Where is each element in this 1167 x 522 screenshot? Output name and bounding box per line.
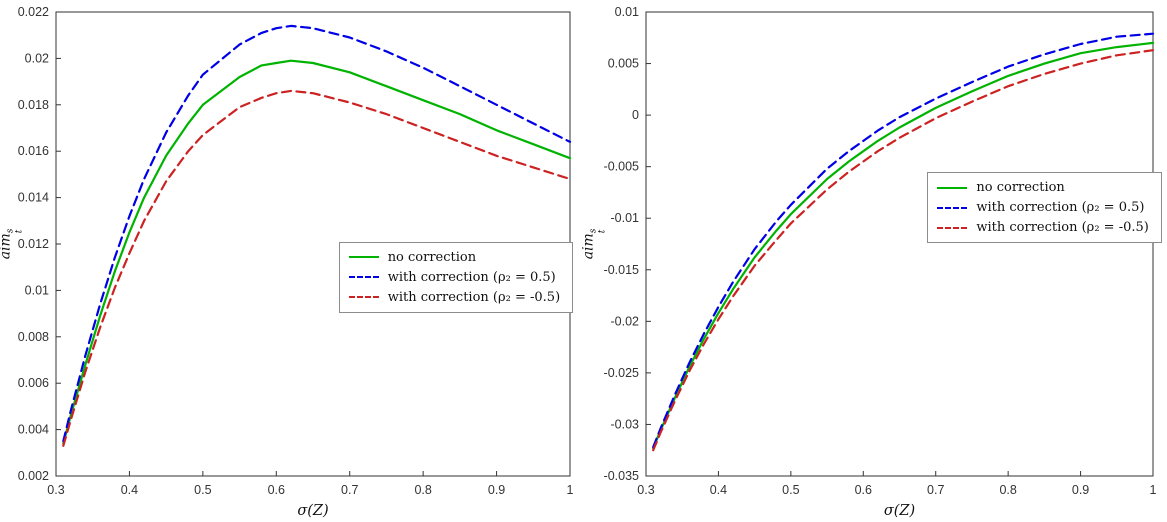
legend-line-sample — [348, 276, 379, 279]
svg-text:0.022: 0.022 — [18, 5, 49, 19]
legend-line-sample — [348, 296, 379, 299]
svg-text:0.7: 0.7 — [927, 483, 944, 497]
svg-text:-0.015: -0.015 — [604, 263, 639, 277]
legend-line-sample — [937, 226, 968, 229]
svg-text:0.008: 0.008 — [18, 330, 49, 344]
svg-text:-0.02: -0.02 — [611, 314, 640, 328]
legend-item-label: no correction — [387, 249, 477, 265]
legend-item: with correction (ρ₂ = 0.5) — [937, 200, 1148, 215]
right-chart: 0.3 0.4 0.5 0.6 0.7 0.8 0.9 1 -0.035 -0.03 -0.025 -… — [580, 0, 1166, 522]
legend-line-sample — [937, 186, 968, 189]
svg-text:0.6: 0.6 — [855, 483, 872, 497]
legend-item: no correction — [348, 249, 560, 265]
svg-text:-0.025: -0.025 — [604, 366, 639, 380]
svg-text:1: 1 — [567, 483, 574, 497]
svg-text:0.004: 0.004 — [18, 423, 49, 437]
svg-text:0.8: 0.8 — [999, 483, 1016, 497]
svg-text:0.5: 0.5 — [782, 483, 799, 497]
svg-text:0: 0 — [632, 108, 639, 122]
right-y-axis-label: aim s t — [580, 228, 608, 260]
svg-text:0.014: 0.014 — [18, 191, 49, 205]
left-legend: no correction with correction (ρ₂ = 0.5)… — [338, 241, 574, 313]
svg-text:0.006: 0.006 — [18, 376, 49, 390]
legend-line-sample — [348, 256, 379, 259]
svg-text:0.3: 0.3 — [47, 483, 64, 497]
legend-item: with correction (ρ₂ = 0.5) — [348, 269, 560, 285]
svg-text:0.3: 0.3 — [637, 483, 654, 497]
svg-text:0.5: 0.5 — [194, 483, 211, 497]
svg-text:0.4: 0.4 — [121, 483, 138, 497]
svg-text:-0.005: -0.005 — [604, 160, 639, 174]
legend-item: with correction (ρ₂ = -0.5) — [348, 289, 561, 305]
legend-item: with correction (ρ₂ = -0.5) — [937, 220, 1149, 236]
legend-item-label: with correction (ρ₂ = 0.5) — [387, 269, 556, 285]
svg-text:-0.03: -0.03 — [611, 417, 640, 431]
svg-text:0.018: 0.018 — [18, 98, 49, 112]
legend-item-label: with correction (ρ₂ = -0.5) — [387, 289, 561, 305]
svg-text:0.9: 0.9 — [1072, 483, 1089, 497]
ylabel-subscript: t — [14, 229, 25, 234]
left-y-axis-label: aim s t — [0, 228, 25, 260]
svg-text:0.02: 0.02 — [25, 51, 49, 65]
svg-text:0.012: 0.012 — [18, 237, 49, 251]
svg-text:1: 1 — [1150, 483, 1157, 497]
legend-item-label: with correction (ρ₂ = -0.5) — [976, 220, 1149, 236]
svg-text:0.7: 0.7 — [341, 483, 358, 497]
legend-item: no correction — [937, 180, 1148, 195]
ylabel-subscript: t — [597, 229, 608, 234]
legend-line-sample — [937, 206, 968, 209]
left-x-axis-label: σ(Z) — [297, 503, 329, 519]
svg-text:0.4: 0.4 — [710, 483, 727, 497]
svg-text:-0.01: -0.01 — [611, 211, 640, 225]
left-plot-svg: 0.3 0.4 0.5 0.6 0.7 0.8 0.9 1 0.002 0.004 0.006 0.0… — [18, 5, 574, 497]
svg-text:0.9: 0.9 — [488, 483, 505, 497]
svg-text:0.016: 0.016 — [18, 144, 49, 158]
svg-text:0.8: 0.8 — [414, 483, 431, 497]
svg-text:0.6: 0.6 — [268, 483, 285, 497]
right-x-axis-label: σ(Z) — [883, 503, 916, 519]
legend-item-label: no correction — [976, 180, 1065, 196]
svg-text:-0.035: -0.035 — [604, 469, 639, 483]
right-legend: no correction with correction (ρ₂ = 0.5)… — [927, 172, 1162, 244]
right-plot-svg: 0.3 0.4 0.5 0.6 0.7 0.8 0.9 1 -0.035 -0.03 -0.025 -… — [604, 5, 1157, 497]
svg-text:0.005: 0.005 — [608, 57, 639, 71]
svg-text:0.01: 0.01 — [25, 283, 49, 297]
svg-text:0.002: 0.002 — [18, 469, 49, 483]
left-chart: 0.3 0.4 0.5 0.6 0.7 0.8 0.9 1 0.002 0.004 0.006 0.0… — [0, 0, 583, 522]
svg-text:0.01: 0.01 — [615, 5, 639, 19]
legend-item-label: with correction (ρ₂ = 0.5) — [976, 200, 1145, 216]
